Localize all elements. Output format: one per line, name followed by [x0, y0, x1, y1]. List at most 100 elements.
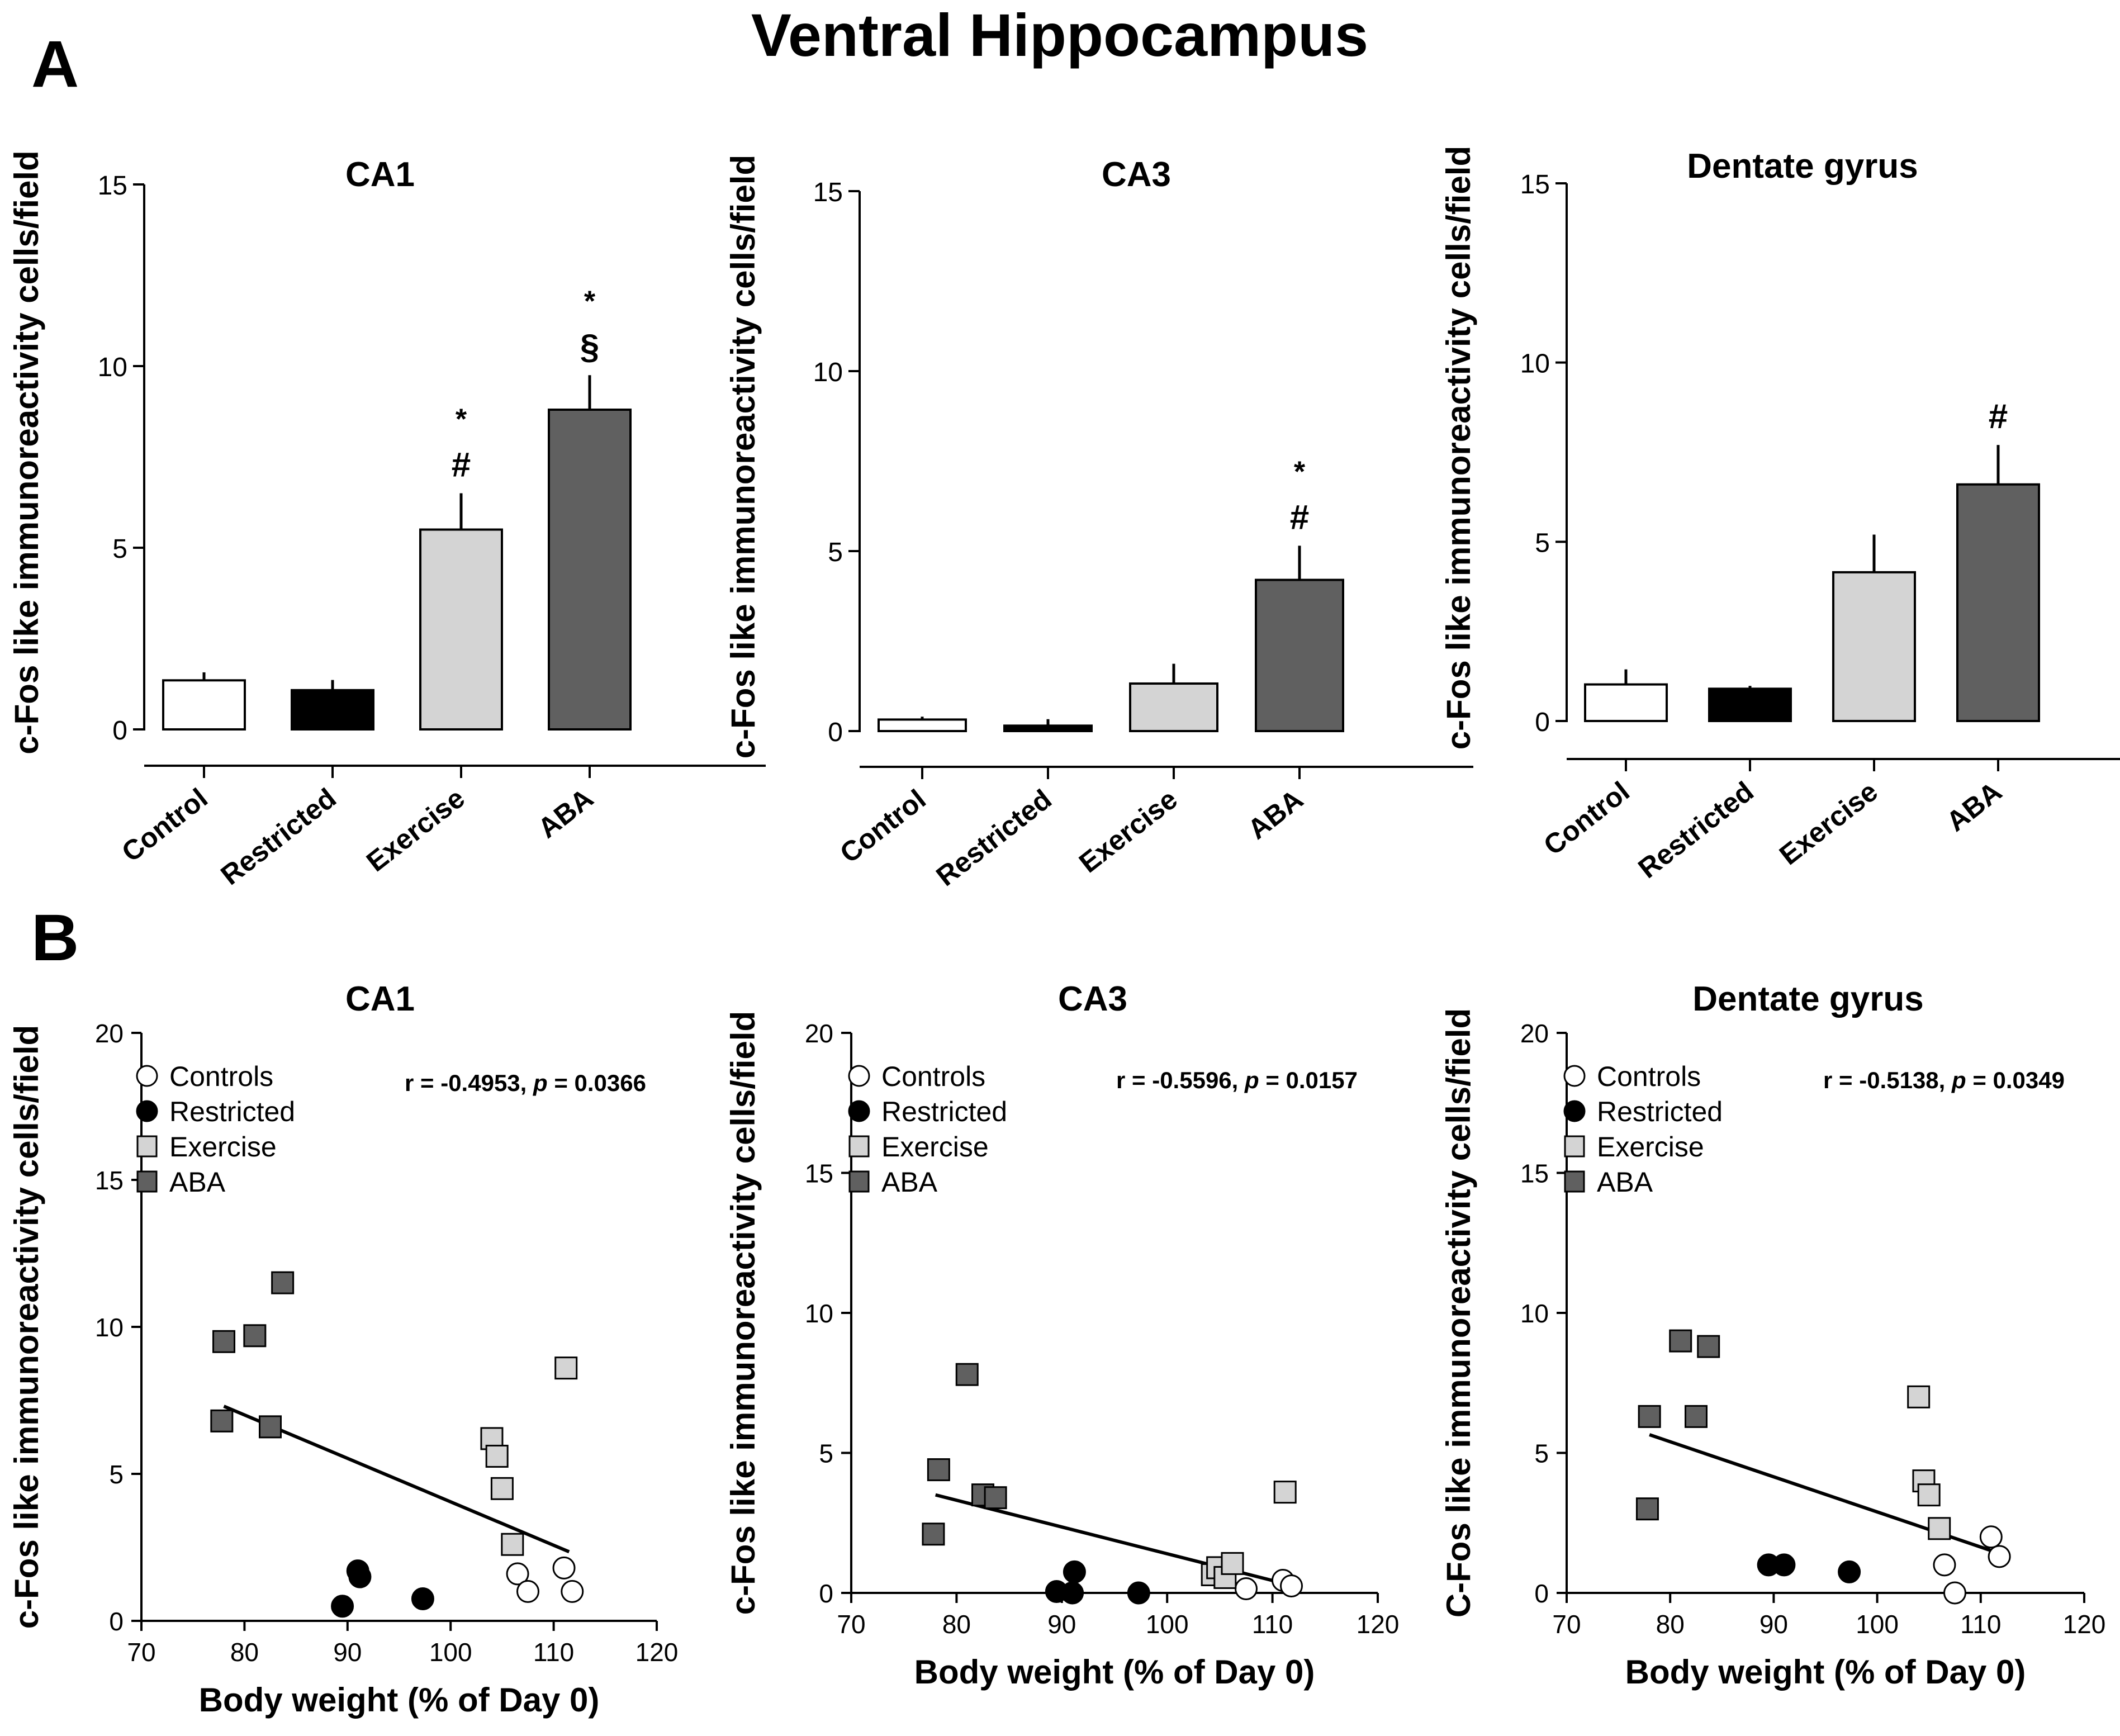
- panel-label-a: A: [31, 27, 79, 101]
- y-axis-label: C-Fos like immunoreactivity cells/field: [1440, 1008, 1477, 1618]
- y-tick-label: 15: [1520, 1159, 1549, 1188]
- point-aba: [1669, 1329, 1692, 1353]
- point-aba: [955, 1363, 979, 1386]
- point-exercise: [490, 1477, 514, 1500]
- point-restricted: [331, 1595, 354, 1618]
- x-tick-label: 110: [1960, 1610, 2001, 1639]
- point-exercise: [1928, 1517, 1951, 1540]
- significance-mark: *: [1294, 456, 1306, 488]
- significance-mark: #: [1290, 498, 1309, 537]
- y-tick-label: 0: [109, 1607, 124, 1636]
- point-controls: [1988, 1545, 2011, 1568]
- x-tick-label: 70: [127, 1638, 155, 1667]
- y-axis-label: c-Fos like immunoreactivity cells/field: [1440, 146, 1477, 750]
- legend-label-restricted: Restricted: [1597, 1096, 1723, 1127]
- y-tick-label: 0: [1535, 708, 1550, 737]
- x-axis-label: Body weight (% of Day 0): [1625, 1653, 2026, 1691]
- point-aba: [927, 1458, 950, 1482]
- point-aba: [1638, 1405, 1661, 1428]
- significance-mark: #: [1989, 397, 2008, 436]
- stat-p-value: = 0.0349: [1966, 1067, 2065, 1093]
- correlation-stat: r = -0.4953, p = 0.0366: [405, 1070, 646, 1096]
- y-tick-label: 10: [95, 1313, 124, 1342]
- x-tick-label: 100: [1856, 1610, 1899, 1639]
- y-tick-label: 15: [805, 1159, 833, 1188]
- bar-control: [1584, 683, 1668, 722]
- y-tick-label: 15: [98, 171, 127, 201]
- legend-marker-aba: [848, 1170, 870, 1193]
- chart-title: CA3: [1102, 155, 1171, 194]
- point-controls: [1933, 1553, 1956, 1577]
- stat-p-label: p: [533, 1070, 548, 1096]
- chart-title: Dentate gyrus: [1692, 980, 1923, 1018]
- point-aba: [984, 1486, 1007, 1510]
- x-tick-label: 80: [230, 1638, 259, 1667]
- legend-marker-restricted: [1563, 1100, 1586, 1122]
- y-tick-label: 5: [112, 534, 127, 564]
- legend-marker-restricted: [136, 1100, 158, 1122]
- stat-p-label: p: [1951, 1067, 1966, 1093]
- point-restricted: [411, 1587, 434, 1611]
- point-aba: [271, 1271, 295, 1294]
- point-controls: [1280, 1574, 1303, 1597]
- bar-restricted: [1003, 724, 1093, 732]
- stat-p-label: p: [1244, 1067, 1259, 1093]
- point-controls: [1235, 1577, 1258, 1600]
- significance-mark: *: [456, 404, 467, 436]
- point-exercise: [485, 1444, 509, 1468]
- bar-exercise: [419, 528, 503, 731]
- x-tick-label: 70: [837, 1610, 865, 1639]
- point-restricted: [1127, 1581, 1150, 1605]
- stat-r: r = -0.4953,: [405, 1070, 533, 1096]
- x-tick-label: 80: [1656, 1610, 1685, 1639]
- point-exercise: [1907, 1385, 1931, 1408]
- legend-marker-restricted: [848, 1100, 870, 1122]
- y-tick-label: 15: [1520, 170, 1550, 200]
- y-tick-label: 0: [112, 716, 127, 746]
- y-tick-label: 0: [819, 1579, 833, 1608]
- point-controls: [1979, 1525, 2003, 1549]
- legend-marker-controls: [1563, 1065, 1586, 1087]
- stat-r: r = -0.5596,: [1116, 1067, 1245, 1093]
- x-axis-label: Body weight (% of Day 0): [914, 1653, 1315, 1691]
- x-tick-label: 120: [2063, 1610, 2106, 1639]
- y-axis-label: c-Fos like immunoreactivity cells/field: [724, 1011, 762, 1615]
- correlation-stat: r = -0.5138, p = 0.0349: [1823, 1067, 2065, 1093]
- point-exercise: [1273, 1481, 1297, 1504]
- x-tick-label: 90: [1047, 1610, 1076, 1639]
- legend-marker-aba: [136, 1170, 158, 1193]
- point-restricted: [1063, 1560, 1086, 1583]
- x-tick-label: 120: [635, 1638, 679, 1667]
- point-restricted: [1838, 1560, 1861, 1583]
- point-aba: [1685, 1405, 1708, 1428]
- point-controls: [1943, 1581, 1966, 1605]
- legend-label-aba: ABA: [1597, 1166, 1653, 1198]
- y-tick-label: 0: [1534, 1579, 1549, 1608]
- y-tick-label: 5: [1535, 528, 1550, 558]
- y-tick-label: 5: [819, 1439, 833, 1468]
- y-tick-label: 10: [1520, 349, 1550, 379]
- chart-title: Dentate gyrus: [1687, 147, 1918, 186]
- point-aba: [1635, 1497, 1659, 1521]
- legend-marker-controls: [848, 1065, 870, 1087]
- legend-label-aba: ABA: [169, 1166, 226, 1198]
- legend-label-exercise: Exercise: [881, 1131, 989, 1163]
- legend-marker-exercise: [848, 1135, 870, 1158]
- legend-marker-aba: [1564, 1170, 1585, 1193]
- correlation-stat: r = -0.5596, p = 0.0157: [1116, 1067, 1358, 1093]
- point-controls: [506, 1562, 529, 1586]
- stat-r: r = -0.5138,: [1823, 1067, 1952, 1093]
- y-tick-label: 0: [828, 718, 843, 747]
- point-aba: [243, 1324, 267, 1348]
- y-axis-label: c-Fos like immunoreactivity cells/field: [8, 150, 45, 754]
- x-tick-label: 70: [1552, 1610, 1581, 1639]
- point-aba: [210, 1409, 234, 1433]
- scatter-chart-ca1: CA1 c-Fos like immunoreactivity cells/fie…: [8, 980, 678, 1719]
- x-tick-label: 120: [1357, 1610, 1400, 1639]
- point-controls: [561, 1580, 584, 1603]
- legend-label-controls: Controls: [1597, 1061, 1701, 1092]
- point-restricted: [348, 1565, 372, 1588]
- legend-label-exercise: Exercise: [1597, 1131, 1704, 1163]
